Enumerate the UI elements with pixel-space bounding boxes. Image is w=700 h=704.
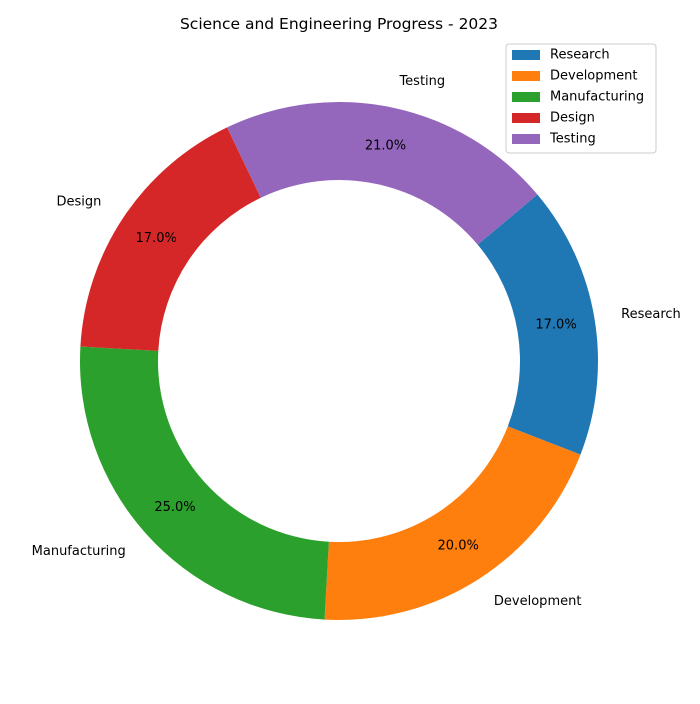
percent-label-testing: 21.0%: [365, 138, 406, 153]
legend-swatch-research: [512, 50, 540, 60]
legend-swatch-testing: [512, 134, 540, 144]
slice-label-manufacturing: Manufacturing: [32, 544, 126, 559]
legend-label-development: Development: [550, 69, 638, 84]
legend-entries: Research Development Manufacturing Design Te…: [512, 48, 644, 147]
legend: Research Development Manufacturing Design Te…: [505, 43, 657, 154]
legend-frame: [505, 43, 657, 154]
legend-swatch-development: [512, 71, 540, 81]
legend-label-research: Research: [550, 48, 610, 63]
slice-label-testing: Testing: [398, 74, 445, 89]
legend-swatch-design: [512, 113, 540, 123]
slice-label-development: Development: [494, 594, 582, 609]
percent-label-manufacturing: 25.0%: [154, 500, 195, 515]
slice-development: [324, 426, 581, 620]
percent-label-development: 20.0%: [438, 538, 479, 553]
slice-labels-group: Research Development Manufacturing Design Te…: [32, 74, 681, 609]
slice-label-design: Design: [56, 194, 101, 209]
slices-group: [79, 102, 598, 620]
legend-label-design: Design: [550, 111, 595, 126]
percent-labels-group: 17.0% 20.0% 25.0% 17.0% 21.0%: [136, 138, 577, 553]
legend-label-testing: Testing: [549, 132, 596, 147]
slice-research: [477, 194, 598, 455]
slice-design: [80, 127, 261, 351]
chart-title: Science and Engineering Progress - 2023: [180, 15, 498, 33]
legend-swatch-manufacturing: [512, 92, 540, 102]
slice-testing: [227, 102, 538, 245]
slice-label-research: Research: [621, 307, 681, 322]
percent-label-design: 17.0%: [136, 231, 177, 246]
slice-manufacturing: [79, 346, 329, 620]
percent-label-research: 17.0%: [535, 318, 576, 333]
legend-label-manufacturing: Manufacturing: [550, 90, 644, 105]
